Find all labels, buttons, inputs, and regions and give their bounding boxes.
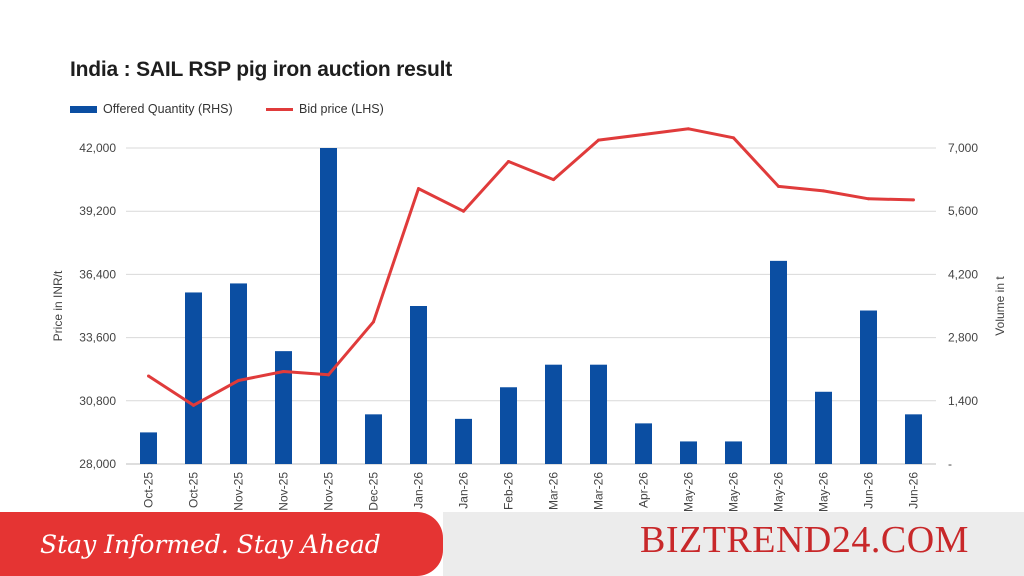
- x-tick-label: Oct-25: [142, 472, 156, 508]
- left-tick-label: 30,800: [79, 394, 116, 408]
- left-axis-title: Price in INR/t: [51, 270, 65, 341]
- bar: [905, 414, 922, 464]
- right-axis-title: Volume in t: [993, 276, 1007, 336]
- right-tick-label: 5,600: [948, 204, 978, 218]
- x-tick-label: Mar-26: [592, 472, 606, 510]
- right-tick-label: -: [948, 457, 952, 471]
- bar: [545, 364, 562, 464]
- x-tick-label: Jan-26: [457, 472, 471, 509]
- x-tick-label: May-26: [682, 472, 696, 512]
- right-tick-label: 1,400: [948, 394, 978, 408]
- line-point: [777, 184, 780, 188]
- bars-offered-quantity: [140, 148, 922, 464]
- legend-bar-swatch: [70, 105, 97, 113]
- line-point: [732, 136, 735, 140]
- brand-banner: [443, 512, 1024, 576]
- line-point: [687, 127, 690, 131]
- bar: [860, 310, 877, 464]
- line-bid-price: [147, 127, 915, 407]
- bar: [410, 306, 427, 464]
- bar: [815, 391, 832, 464]
- line-point: [507, 160, 510, 164]
- tagline-banner: Stay Informed. Stay Ahead: [0, 512, 443, 576]
- left-tick-label: 33,600: [79, 331, 116, 345]
- bar: [680, 441, 697, 464]
- legend-bid-price: Bid price (LHS): [266, 101, 384, 117]
- line-point: [327, 373, 330, 377]
- banner-tagline: Stay Informed. Stay Ahead: [40, 529, 381, 559]
- x-tick-label: Jun-26: [862, 472, 876, 509]
- bar: [365, 414, 382, 464]
- chart-title: India : SAIL RSP pig iron auction result: [70, 58, 453, 81]
- bar: [725, 441, 742, 464]
- line-point: [912, 198, 915, 202]
- x-tick-label: Nov-25: [232, 472, 246, 511]
- bar: [185, 292, 202, 464]
- bar: [770, 260, 787, 464]
- line-point: [147, 374, 150, 378]
- bar: [590, 364, 607, 464]
- x-tick-label: Jan-26: [412, 472, 426, 509]
- x-tick-label: Nov-25: [322, 472, 336, 511]
- legend-offered-quantity: Offered Quantity (RHS): [70, 101, 233, 117]
- bar: [140, 432, 157, 464]
- left-tick-label: 36,400: [79, 267, 116, 281]
- left-tick-label: 39,200: [79, 204, 116, 218]
- x-tick-label: Jun-26: [907, 472, 921, 509]
- line-point: [282, 369, 285, 373]
- bar: [635, 423, 652, 464]
- right-tick-label: 4,200: [948, 267, 978, 281]
- right-tick-label: 7,000: [948, 141, 978, 155]
- x-tick-label: May-26: [727, 472, 741, 512]
- bar: [320, 148, 337, 464]
- x-tick-label: May-26: [772, 472, 786, 512]
- x-tick-label: Feb-26: [502, 472, 516, 510]
- bar: [455, 418, 472, 464]
- line-point: [822, 189, 825, 193]
- x-tick-label: Oct-25: [187, 472, 201, 508]
- line-point: [552, 178, 555, 182]
- x-tick-label: Mar-26: [547, 472, 561, 510]
- left-tick-label: 28,000: [79, 457, 116, 471]
- line-point: [237, 378, 240, 382]
- right-tick-label: 2,800: [948, 331, 978, 345]
- bid-price-line: [147, 127, 914, 407]
- axes: 28,000 - 30,800 1,400 33,600 2,800 36,400 4,200…: [51, 141, 1007, 512]
- gridlines: [126, 147, 936, 465]
- line-point: [597, 138, 600, 142]
- left-tick-label: 42,000: [79, 141, 116, 155]
- x-tick-label: May-26: [817, 472, 831, 512]
- line-point: [417, 187, 420, 191]
- brand-logo[interactable]: BIZTREND24.COM: [640, 519, 969, 561]
- bar: [275, 351, 292, 464]
- bar: [230, 283, 247, 464]
- line-point: [372, 320, 375, 324]
- legend-line-swatch: [266, 107, 293, 111]
- x-tick-label: Nov-25: [277, 472, 291, 511]
- line-point: [462, 209, 465, 213]
- line-point: [192, 403, 195, 407]
- bar: [500, 387, 517, 464]
- x-tick-label: Apr-26: [637, 472, 651, 508]
- legend-offered-quantity-label: Offered Quantity (RHS): [103, 102, 233, 116]
- legend-bid-price-label: Bid price (LHS): [299, 102, 384, 116]
- x-tick-label: Dec-25: [367, 472, 381, 511]
- line-point: [867, 197, 870, 201]
- line-point: [642, 132, 645, 136]
